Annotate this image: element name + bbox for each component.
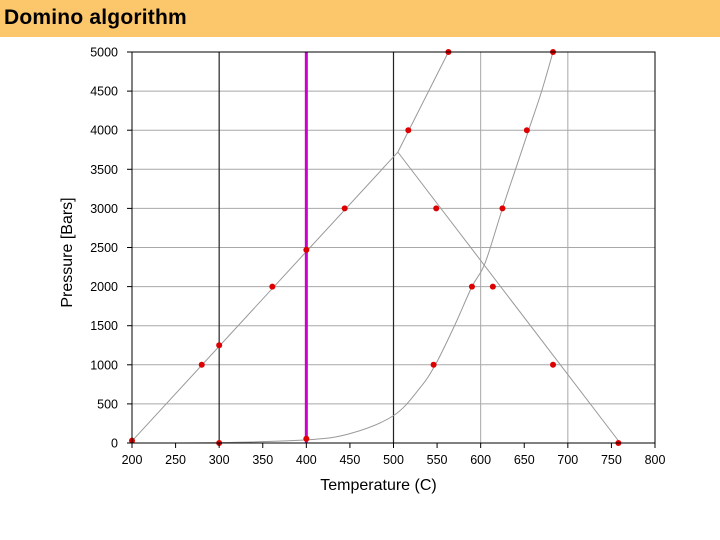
data-point: [303, 435, 310, 442]
x-tick-label: 500: [383, 453, 404, 467]
y-axis-label: Pressure [Bars]: [59, 197, 76, 307]
data-point: [489, 283, 496, 290]
x-tick-label: 300: [209, 453, 230, 467]
phase-curve-1: [131, 151, 621, 444]
phase-diagram-chart: 200 250 300 350 400 450 500 550 600 650 700 750 800 …: [59, 46, 666, 495]
grid-lines: [131, 51, 656, 444]
data-point: [198, 361, 205, 368]
x-tick-label: 200: [122, 453, 143, 467]
x-tick-label: 550: [427, 453, 448, 467]
y-tick-label: 1000: [90, 358, 118, 372]
y-tick-label: 2000: [90, 280, 118, 294]
y-tick-label: 4500: [90, 85, 118, 99]
y-tick-label: 4000: [90, 124, 118, 138]
phase-curve-2: [397, 51, 449, 153]
data-point: [405, 127, 412, 134]
y-tick-label: 5000: [90, 46, 118, 60]
data-points: [129, 49, 622, 446]
slide-title: Domino algorithm: [4, 6, 187, 29]
data-point: [523, 127, 530, 134]
data-point: [430, 361, 437, 368]
x-tick-label: 400: [296, 453, 317, 467]
y-tick-label: 3500: [90, 163, 118, 177]
data-point: [468, 283, 475, 290]
x-tick-label: 650: [514, 453, 535, 467]
data-point: [433, 205, 440, 212]
x-tick-label: 450: [339, 453, 360, 467]
x-tick-label: 600: [470, 453, 491, 467]
x-tick-label: 750: [601, 453, 622, 467]
x-axis-label: Temperature (C): [320, 477, 436, 494]
data-point: [269, 283, 276, 290]
data-point: [499, 205, 506, 212]
data-point: [303, 246, 310, 253]
y-tick-label: 500: [97, 397, 118, 411]
y-tick-label: 1500: [90, 319, 118, 333]
data-point: [550, 361, 557, 368]
y-tick-label: 3000: [90, 202, 118, 216]
x-tick-label: 350: [252, 453, 273, 467]
y-tick-label: 0: [111, 437, 118, 451]
x-tick-label: 800: [645, 453, 666, 467]
data-point: [216, 342, 223, 349]
x-tick-label: 250: [165, 453, 186, 467]
x-tick-label: 700: [557, 453, 578, 467]
y-axis-ticks: 0 500 1000 1500 2000 2500 3000 3500 4000 4500 5000: [90, 46, 132, 451]
y-tick-label: 2500: [90, 241, 118, 255]
x-axis-ticks: 200 250 300 350 400 450 500 550 600 650 700 750 800: [122, 443, 666, 467]
data-point: [341, 205, 348, 212]
slide-header: Domino algorithm: [0, 0, 720, 37]
